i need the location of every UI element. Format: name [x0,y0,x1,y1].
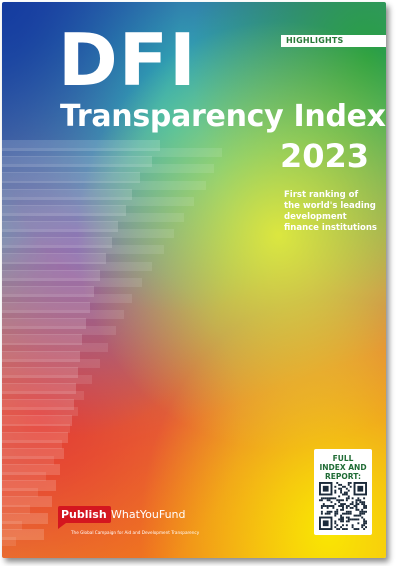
background-bar [2,188,132,200]
background-bar [2,342,108,352]
background-bar [2,374,92,384]
cover-year: 2023 [279,137,369,175]
background-bar [2,447,64,459]
background-bar [2,520,22,530]
background-bar [2,302,90,313]
background-bar [2,269,100,281]
qr-code-icon[interactable] [319,482,367,530]
logo-tagline: The Global Campaign for Aid and Developm… [71,530,200,535]
highlights-label: HIGHLIGHTS [281,35,386,47]
logo-what-you-fund-text: WhatYouFund [111,508,186,521]
background-bar [2,431,68,443]
qr-caption-line: INDEX AND [319,463,367,472]
background-bar [2,350,80,362]
background-bar [2,164,214,174]
qr-caption: FULL INDEX AND REPORT: [314,454,372,481]
background-bar [2,326,116,336]
background-bar [2,204,126,216]
background-bar [2,172,140,184]
background-bar [2,488,38,498]
background-bar [2,358,100,368]
background-bar [2,277,142,287]
background-bar [2,261,152,271]
logo-publish-text: Publish [58,506,111,523]
background-bar [2,148,222,158]
background-bar [2,415,72,427]
background-bar [2,293,132,303]
tagline-line: First ranking of [284,190,359,200]
background-bar [2,310,124,320]
background-bar [2,229,174,239]
background-bar [2,245,164,255]
qr-panel[interactable]: FULL INDEX AND REPORT: [314,449,372,535]
background-bar [2,455,54,465]
background-bar [2,237,112,249]
background-bar [2,156,152,168]
logo-speech-tail-icon [58,523,66,529]
cover-subtitle: Transparency Index [60,99,386,134]
tagline-line: finance institutions [284,223,377,233]
background-bar [2,464,60,475]
publish-what-you-fund-logo: Publish WhatYouFund The Global Campaign … [58,506,208,540]
background-bar [2,423,70,433]
background-bar [2,253,106,265]
background-bar [2,504,30,514]
background-bar [2,399,74,411]
background-bar [2,536,16,546]
background-bar [2,383,76,394]
cover-title: DFI [58,18,197,102]
tagline-line: the world's leading [284,201,376,211]
background-bar [2,480,56,492]
background-bar [2,318,86,330]
background-bar [2,334,82,346]
background-bar [2,407,78,417]
background-bar [2,180,206,190]
background-bar [2,439,62,449]
background-bar-graphic [2,140,232,550]
background-bar [2,140,160,151]
background-bar [2,528,44,540]
background-bar [2,212,184,222]
report-cover: HIGHLIGHTS DFI Transparency Index 2023 F… [2,2,386,558]
background-bar [2,221,118,232]
qr-caption-line: REPORT: [325,472,361,481]
background-bar [2,366,78,378]
cover-tagline: First ranking of the world's leading dev… [284,190,384,234]
background-bar [2,196,194,206]
background-bar [2,285,94,297]
background-bar [2,472,46,482]
background-bar [2,391,84,401]
background-bar [2,496,52,508]
qr-caption-line: FULL [332,454,354,463]
tagline-line: development [284,212,347,222]
background-bar [2,512,48,524]
